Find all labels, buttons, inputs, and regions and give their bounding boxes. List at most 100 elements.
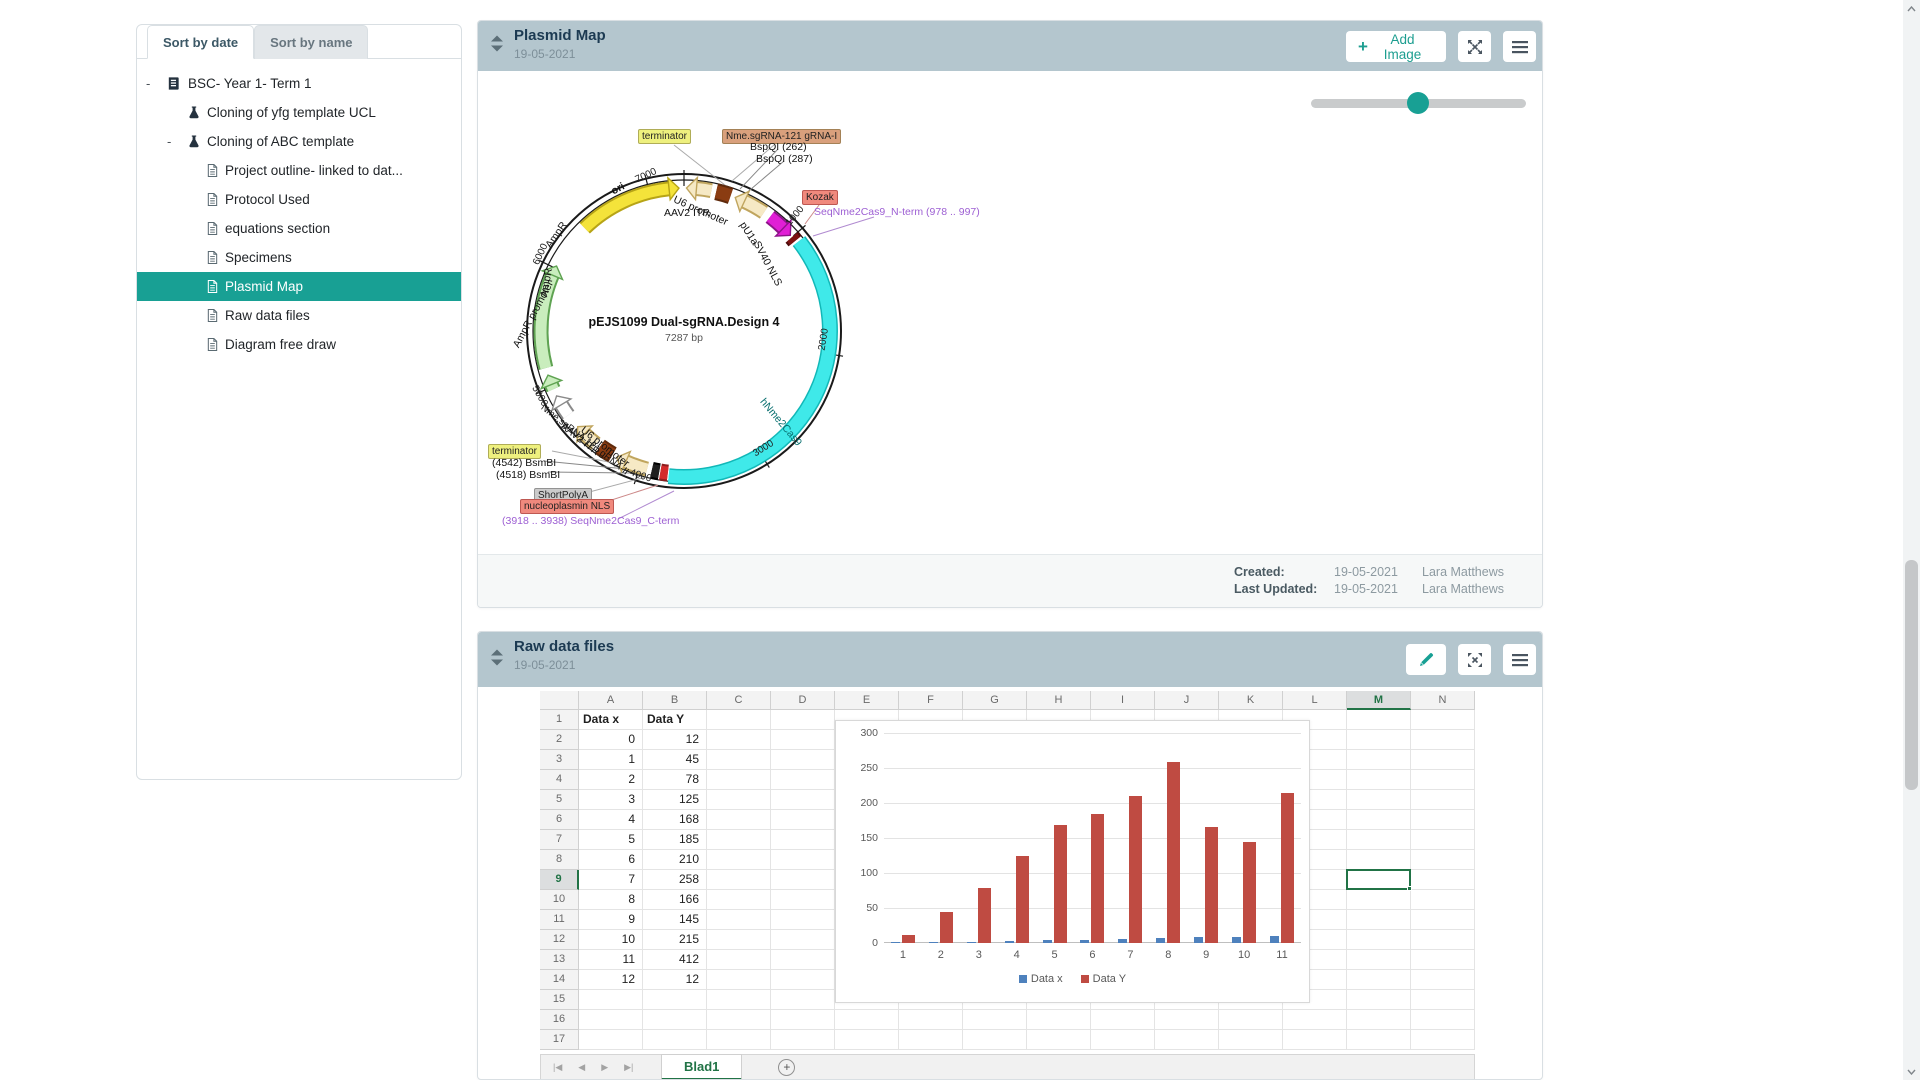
tree-expander-icon[interactable]: - — [167, 134, 172, 149]
scrollbar-up-icon[interactable] — [1903, 0, 1920, 17]
row-header-6[interactable]: 6 — [540, 810, 579, 830]
cell-M12[interactable] — [1347, 930, 1411, 950]
cell-N4[interactable] — [1411, 770, 1475, 790]
cell-C8[interactable] — [707, 850, 771, 870]
cell-H17[interactable] — [1027, 1030, 1091, 1050]
cell-J17[interactable] — [1155, 1030, 1219, 1050]
cell-N9[interactable] — [1411, 870, 1475, 890]
panel-menu-button[interactable] — [1503, 31, 1536, 62]
cell-D15[interactable] — [771, 990, 835, 1010]
cell-B2[interactable]: 12 — [643, 730, 707, 750]
cell-L16[interactable] — [1283, 1010, 1347, 1030]
scrollbar-down-icon[interactable] — [1903, 1063, 1920, 1080]
row-header-16[interactable]: 16 — [540, 1010, 579, 1030]
cell-D16[interactable] — [771, 1010, 835, 1030]
cell-M14[interactable] — [1347, 970, 1411, 990]
cell-B13[interactable]: 412 — [643, 950, 707, 970]
cell-N17[interactable] — [1411, 1030, 1475, 1050]
cell-M4[interactable] — [1347, 770, 1411, 790]
cell-C4[interactable] — [707, 770, 771, 790]
cell-M6[interactable] — [1347, 810, 1411, 830]
cell-N6[interactable] — [1411, 810, 1475, 830]
cell-A1[interactable]: Data x — [579, 710, 643, 730]
cell-D12[interactable] — [771, 930, 835, 950]
selected-cell[interactable] — [1346, 869, 1412, 891]
cell-A14[interactable]: 12 — [579, 970, 643, 990]
cell-B17[interactable] — [643, 1030, 707, 1050]
cell-H16[interactable] — [1027, 1010, 1091, 1030]
scrollbar-thumb[interactable] — [1905, 560, 1918, 790]
cell-M8[interactable] — [1347, 850, 1411, 870]
cell-N5[interactable] — [1411, 790, 1475, 810]
cell-M1[interactable] — [1347, 710, 1411, 730]
panel-menu-button[interactable] — [1503, 644, 1536, 675]
row-header-3[interactable]: 3 — [540, 750, 579, 770]
cell-D14[interactable] — [771, 970, 835, 990]
cell-C2[interactable] — [707, 730, 771, 750]
cell-N3[interactable] — [1411, 750, 1475, 770]
cell-N2[interactable] — [1411, 730, 1475, 750]
cell-F16[interactable] — [899, 1010, 963, 1030]
cell-G16[interactable] — [963, 1010, 1027, 1030]
cell-A3[interactable]: 1 — [579, 750, 643, 770]
cell-M10[interactable] — [1347, 890, 1411, 910]
column-header-C[interactable]: C — [707, 691, 771, 710]
cell-J16[interactable] — [1155, 1010, 1219, 1030]
cell-D6[interactable] — [771, 810, 835, 830]
cell-C1[interactable] — [707, 710, 771, 730]
column-header-F[interactable]: F — [899, 691, 963, 710]
column-header-G[interactable]: G — [963, 691, 1027, 710]
row-header-9[interactable]: 9 — [540, 870, 579, 890]
cell-B12[interactable]: 215 — [643, 930, 707, 950]
column-header-J[interactable]: J — [1155, 691, 1219, 710]
tree-item-raw-data-files[interactable]: Raw data files — [137, 301, 461, 330]
cell-B16[interactable] — [643, 1010, 707, 1030]
row-header-7[interactable]: 7 — [540, 830, 579, 850]
cell-N8[interactable] — [1411, 850, 1475, 870]
cell-B1[interactable]: Data Y — [643, 710, 707, 730]
cell-N15[interactable] — [1411, 990, 1475, 1010]
cell-D13[interactable] — [771, 950, 835, 970]
cell-M11[interactable] — [1347, 910, 1411, 930]
cell-B8[interactable]: 210 — [643, 850, 707, 870]
reorder-arrows-icon[interactable] — [490, 648, 504, 671]
sheet-tab-blad1[interactable]: Blad1 — [661, 1054, 743, 1079]
row-header-17[interactable]: 17 — [540, 1030, 579, 1050]
browser-scrollbar[interactable] — [1903, 0, 1920, 1080]
cell-C17[interactable] — [707, 1030, 771, 1050]
cell-C5[interactable] — [707, 790, 771, 810]
cell-A2[interactable]: 0 — [579, 730, 643, 750]
tree-item-bsc-year-1-term-1[interactable]: - BSC- Year 1- Term 1 — [137, 69, 461, 98]
cell-C9[interactable] — [707, 870, 771, 890]
cell-M16[interactable] — [1347, 1010, 1411, 1030]
row-header-11[interactable]: 11 — [540, 910, 579, 930]
tab-sort-by-name[interactable]: Sort by name — [254, 25, 369, 59]
cell-D2[interactable] — [771, 730, 835, 750]
tree-expander-icon[interactable]: - — [146, 76, 151, 91]
cell-A9[interactable]: 7 — [579, 870, 643, 890]
cell-D4[interactable] — [771, 770, 835, 790]
cell-N14[interactable] — [1411, 970, 1475, 990]
row-header-5[interactable]: 5 — [540, 790, 579, 810]
cell-L17[interactable] — [1283, 1030, 1347, 1050]
column-header-B[interactable]: B — [643, 691, 707, 710]
add-image-button[interactable]: + Add Image — [1346, 31, 1446, 62]
cell-B10[interactable]: 166 — [643, 890, 707, 910]
tree-item-specimens[interactable]: Specimens — [137, 243, 461, 272]
column-header-N[interactable]: N — [1411, 691, 1475, 710]
cell-N16[interactable] — [1411, 1010, 1475, 1030]
column-header-K[interactable]: K — [1219, 691, 1283, 710]
cell-A8[interactable]: 6 — [579, 850, 643, 870]
cell-K16[interactable] — [1219, 1010, 1283, 1030]
cell-C15[interactable] — [707, 990, 771, 1010]
reorder-arrows-icon[interactable] — [490, 35, 504, 58]
cell-C12[interactable] — [707, 930, 771, 950]
cell-A13[interactable]: 11 — [579, 950, 643, 970]
sheet-nav-prev-icon[interactable]: ◀ — [578, 1062, 586, 1072]
zoom-slider-knob[interactable] — [1407, 92, 1429, 114]
cell-D17[interactable] — [771, 1030, 835, 1050]
cell-A15[interactable] — [579, 990, 643, 1010]
sheet-nav-last-icon[interactable]: ▶| — [624, 1062, 634, 1072]
column-header-L[interactable]: L — [1283, 691, 1347, 710]
cell-B6[interactable]: 168 — [643, 810, 707, 830]
